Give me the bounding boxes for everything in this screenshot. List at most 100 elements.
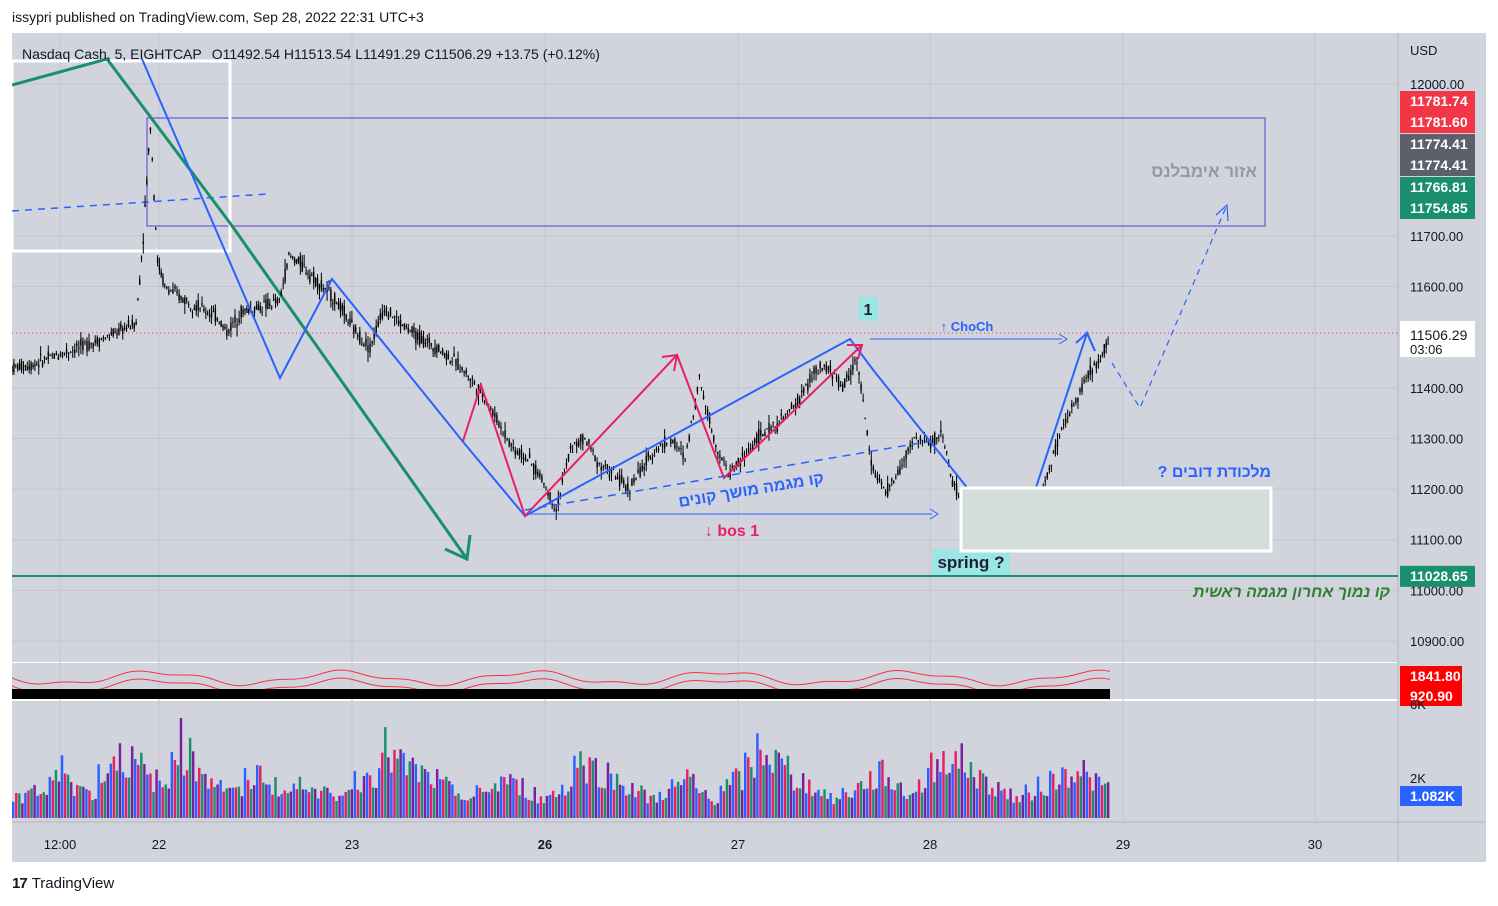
volume-pane: 6K 2K 1.082K <box>12 697 1462 818</box>
last-low-value: 11028.65 <box>1410 568 1468 584</box>
footer-brand: TradingView <box>31 875 115 892</box>
main-plot-area[interactable] <box>12 33 1398 662</box>
candle-body <box>391 316 394 318</box>
candle-body <box>1064 418 1067 424</box>
candle-body <box>846 374 848 379</box>
volume-bar <box>1024 784 1028 818</box>
volume-bar <box>954 751 957 818</box>
volume-bar <box>771 772 774 818</box>
volume-bar <box>30 788 33 818</box>
candle-body <box>915 437 918 439</box>
price-axis-ticks: 12000.00 11700.00 11600.00 11400.00 11300.00… <box>1410 77 1464 649</box>
candle-body <box>276 299 279 304</box>
candle-body <box>563 471 566 474</box>
price-level-tag <box>1400 134 1475 155</box>
volume-bar <box>991 787 994 818</box>
spring-label: spring ? <box>937 553 1004 572</box>
candle-body <box>20 361 23 370</box>
candle-body <box>526 459 529 462</box>
candle-body <box>1050 465 1053 467</box>
candle-body <box>100 339 103 341</box>
candle-body <box>821 368 823 371</box>
candle-body <box>919 437 922 441</box>
candle-body <box>166 286 168 289</box>
volume-bar <box>484 791 488 818</box>
price-tick-label: 11600.00 <box>1410 280 1463 295</box>
volume-bar <box>414 764 418 818</box>
candle-body <box>387 314 390 319</box>
candle-body <box>854 359 856 362</box>
bear-trap-box[interactable] <box>959 486 1273 553</box>
volume-bar <box>51 780 55 818</box>
candle-body <box>508 440 510 446</box>
candle-body <box>891 478 893 482</box>
candle-body <box>189 309 192 311</box>
volume-bar <box>33 784 36 818</box>
volume-bar <box>597 787 601 818</box>
candle-body <box>1093 362 1096 366</box>
candle-body <box>506 438 508 440</box>
volume-bar <box>588 757 591 818</box>
volume-bar <box>1064 768 1067 818</box>
candle-body <box>852 365 854 371</box>
candle-body <box>762 434 764 436</box>
candle-body <box>829 365 832 372</box>
volume-bar <box>591 760 594 818</box>
projection-arrowhead <box>1215 203 1229 222</box>
volume-bar <box>91 800 94 818</box>
candle-body <box>401 324 404 326</box>
candle-body <box>717 451 719 454</box>
volume-bar <box>811 796 814 818</box>
volume-bar <box>396 758 399 818</box>
candle-body <box>63 352 66 354</box>
volume-bar <box>994 796 997 818</box>
volume-bar <box>152 791 155 818</box>
volume-bar <box>329 792 332 818</box>
candle-body <box>713 435 715 442</box>
volume-bar <box>551 790 555 818</box>
candle-body <box>438 345 440 352</box>
volume-bar <box>1027 792 1031 818</box>
candle-body <box>620 475 623 483</box>
candle-body <box>502 432 504 434</box>
volume-bar <box>927 767 930 818</box>
price-tick-label: 11300.00 <box>1410 431 1463 446</box>
volume-bar <box>201 774 204 818</box>
candle-body <box>411 326 413 333</box>
volume-bar <box>76 784 79 818</box>
volume-bar <box>335 800 338 818</box>
volume-bar <box>859 781 863 818</box>
volume-bar <box>945 774 948 818</box>
volume-bar <box>195 781 198 818</box>
volume-bar <box>744 752 747 818</box>
volume-bar <box>734 768 738 818</box>
candle-body <box>102 337 105 339</box>
volume-bar <box>1100 785 1104 818</box>
imbalance-zone[interactable] <box>146 117 1266 227</box>
candle-body <box>263 301 265 303</box>
volume-bar <box>1015 796 1018 818</box>
candle-body <box>805 384 807 386</box>
time-axis[interactable] <box>12 822 1486 862</box>
volume-bar <box>887 777 890 818</box>
candle-body <box>286 263 288 269</box>
publisher-line: issypri published on TradingView.com, Se… <box>12 9 424 25</box>
candle-body <box>790 403 793 410</box>
volume-bar <box>359 792 363 818</box>
candle-body <box>731 466 733 468</box>
footer-logo[interactable]: 17 TradingView <box>12 875 114 892</box>
price-level-value: 11774.41 <box>1410 157 1468 173</box>
volume-bar <box>12 801 15 818</box>
candle-body <box>305 272 307 274</box>
white-box-left[interactable] <box>12 59 232 253</box>
candle-body <box>320 280 323 288</box>
candle-body <box>80 338 82 346</box>
volume-bar <box>582 765 585 818</box>
candle-body <box>844 378 846 387</box>
candle-body <box>61 352 64 357</box>
volume-bar <box>164 784 167 818</box>
chart[interactable]: אזור אימבלנס קו נמוך אחרון מגמה ראשית קו… <box>12 33 1486 862</box>
candle-body <box>139 279 141 285</box>
candle-body <box>114 331 116 333</box>
time-tick-label: 22 <box>152 837 166 852</box>
